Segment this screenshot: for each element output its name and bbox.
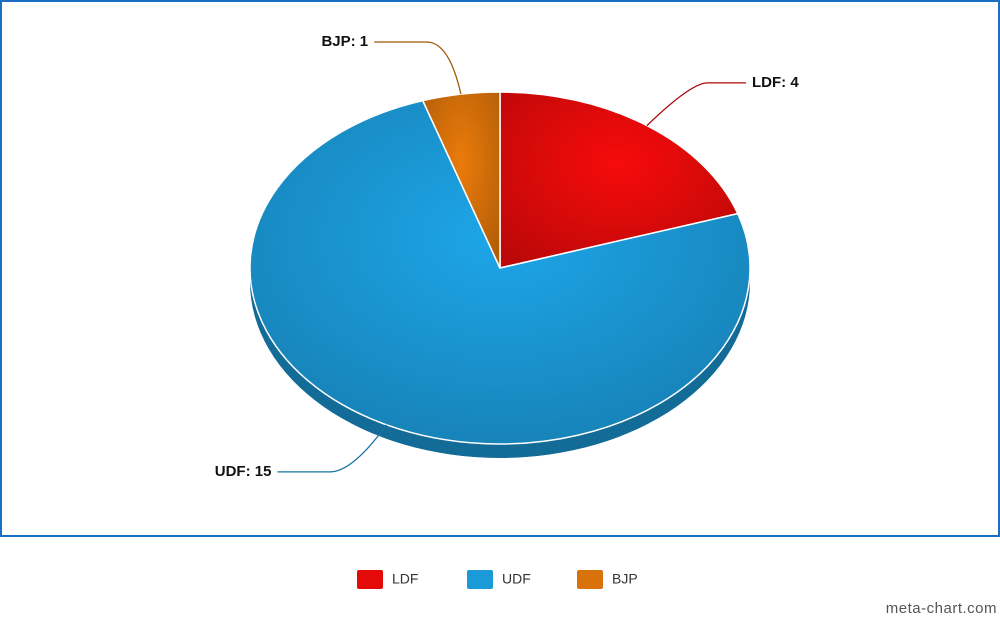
data-label: BJP: 1 bbox=[321, 33, 368, 50]
leader-line bbox=[646, 82, 747, 127]
data-label: UDF: 15 bbox=[215, 463, 272, 480]
pie-slice bbox=[499, 91, 739, 269]
leader-line bbox=[374, 41, 462, 95]
legend-label: BJP bbox=[612, 571, 638, 587]
legend-swatch bbox=[577, 570, 603, 589]
legend-label: LDF bbox=[392, 571, 418, 587]
watermark: meta-chart.com bbox=[886, 600, 997, 617]
data-label: LDF: 4 bbox=[752, 74, 799, 91]
leader-line bbox=[277, 424, 388, 473]
legend-swatch bbox=[357, 570, 383, 589]
pie-slice bbox=[421, 91, 501, 269]
legend-label: UDF bbox=[502, 571, 531, 587]
legend-swatch bbox=[467, 570, 493, 589]
